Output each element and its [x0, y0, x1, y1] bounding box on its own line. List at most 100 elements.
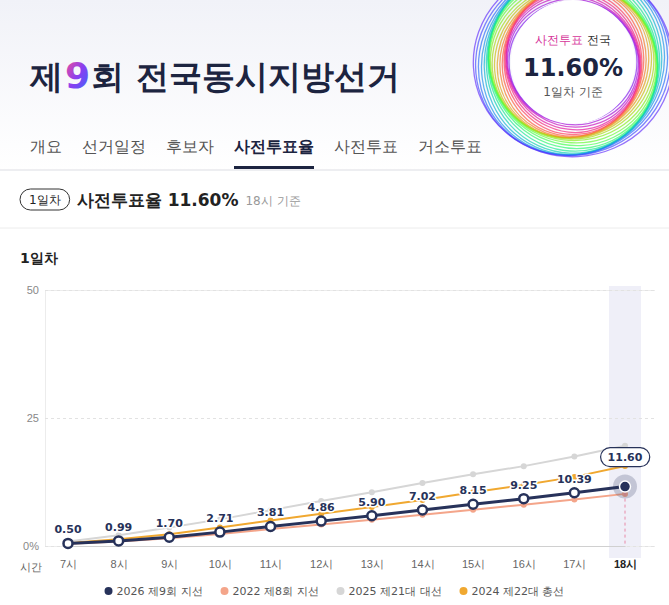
grid-line [45, 418, 655, 419]
data-label: 3.81 [257, 506, 284, 519]
x-tick-label: 18시 [614, 558, 637, 570]
tab[interactable]: 선거일정 [82, 137, 146, 156]
legend-item: 2025 제21대 대선 [337, 585, 442, 598]
badge-circle [511, 0, 635, 124]
data-label: 2.71 [206, 512, 233, 525]
point [165, 533, 174, 542]
x-tick: 17시 [563, 546, 586, 570]
x-tick: 7시 [60, 546, 77, 570]
y-tick-label: 50 [27, 284, 39, 296]
x-tick-label: 9시 [161, 558, 178, 570]
data-label: 11.60 [608, 451, 643, 464]
x-tick-label: 13시 [361, 558, 384, 570]
x-tick: 8시 [111, 546, 128, 570]
grid-line [45, 546, 655, 547]
point [64, 539, 73, 548]
decor-ring [468, 0, 669, 162]
legend-item: 2022 제8회 지선 [221, 585, 319, 598]
tab[interactable]: 개요 [30, 137, 62, 156]
tab-separator [0, 170, 669, 171]
data-label: 10.39 [557, 473, 592, 486]
point [317, 517, 326, 526]
summary-value: 11.60% [168, 190, 239, 210]
x-tick-label: 16시 [513, 558, 536, 570]
legend-label: 2026 제9회 지선 [117, 585, 203, 598]
highlight-band [609, 286, 641, 558]
x-tick: 13시 [361, 546, 384, 570]
legend-label: 2024 제22대 총선 [472, 585, 565, 598]
decor-ring [468, 0, 669, 170]
summary-badge-text: 1일차 [29, 193, 61, 207]
data-label: 1.70 [156, 517, 183, 530]
data-label: 5.90 [358, 496, 385, 509]
x-tick-label: 8시 [111, 558, 128, 570]
x-tick: 11시 [260, 546, 282, 570]
decor-ring [441, 0, 669, 193]
y-axis-line [46, 291, 656, 547]
series [64, 475, 638, 548]
y-tick-label: 0% [23, 540, 39, 552]
grid-line [45, 290, 655, 291]
point [519, 494, 528, 503]
point [418, 506, 427, 515]
tab[interactable]: 후보자 [166, 137, 214, 156]
summary-label: 사전투표율 [77, 190, 162, 210]
decor-ring [468, 0, 669, 165]
data-label: 4.86 [308, 501, 335, 514]
x-tick: 16시 [513, 546, 536, 570]
point [419, 480, 425, 486]
title-part: 제 [29, 57, 63, 96]
x-tick-label: 14시 [411, 558, 434, 570]
data-label: 7.02 [409, 490, 436, 503]
x-tick-label: 10시 [209, 558, 232, 570]
title-part: 회 전국동시지방선거 [91, 57, 400, 96]
point [367, 511, 376, 520]
legend-label: 2022 제8회 지선 [233, 585, 319, 598]
x-tick-label: 15시 [462, 558, 485, 570]
series-line [68, 487, 625, 544]
data-labels: 0.500.991.702.713.814.865.907.028.159.25… [54, 448, 649, 537]
decor-ring [445, 0, 669, 191]
badge-value: 11.60% [523, 54, 623, 82]
x-axis-line [69, 546, 626, 547]
legend-item: 2024 제22대 총선 [460, 585, 565, 598]
title-part: 9 [65, 55, 90, 96]
x-tick: 14시 [411, 546, 434, 570]
legend-label: 2025 제21대 대선 [349, 585, 442, 598]
point [215, 528, 224, 537]
point [521, 463, 527, 469]
x-tick: 18시 [614, 546, 637, 570]
summary-separator [0, 228, 669, 229]
x-axis: 7시 8시 9시 10시 11시 12시 13시 14시 15시 16시 17시 18시 [60, 546, 637, 570]
point [571, 453, 577, 459]
page: 사전투표전국11.60%1일차 기준제9회 전국동시지방선거개요선거일정후보자사… [0, 0, 669, 605]
decor-ring [463, 0, 669, 170]
header-background [0, 0, 669, 170]
badge-highlight: 사전투표 [535, 33, 583, 47]
data-label: 0.99 [105, 521, 132, 534]
data-label: 8.15 [460, 484, 487, 497]
plot-area [64, 443, 638, 548]
tab[interactable]: 사전투표 [334, 137, 398, 156]
y-tick: 50 [27, 284, 655, 296]
x-tick: 12시 [310, 546, 333, 570]
badge-note: 1일차 기준 [543, 85, 602, 99]
chart-title: 1일차 [20, 250, 58, 266]
callout-box [601, 448, 650, 467]
y-tick: 25 [27, 412, 655, 424]
series-line [68, 446, 625, 542]
x-tick-label: 17시 [563, 558, 586, 570]
highlight-halo [613, 475, 637, 499]
point [469, 500, 478, 509]
legend-swatch [221, 587, 229, 595]
summary-note: 18시 기준 [245, 194, 300, 208]
tab[interactable]: 사전투표율 [234, 137, 314, 156]
summary-badge [20, 189, 70, 210]
point [570, 488, 579, 497]
legend-item: 2026 제9회 지선 [105, 585, 203, 598]
point [266, 522, 275, 531]
tab[interactable]: 거소투표 [418, 137, 482, 156]
point [620, 481, 631, 492]
decor-ring [473, 0, 669, 163]
legend-swatch [105, 587, 113, 595]
